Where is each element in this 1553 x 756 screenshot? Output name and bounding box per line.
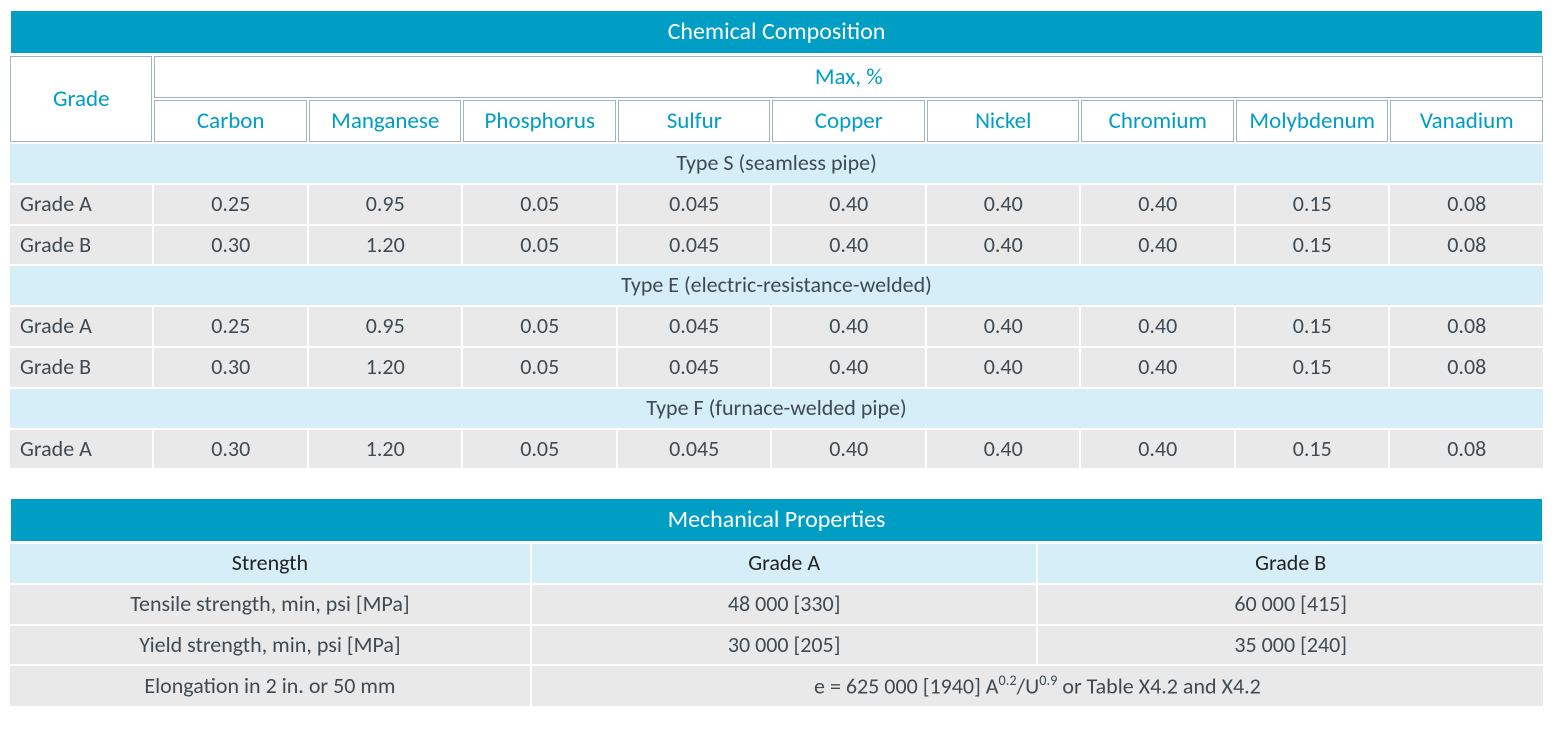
col-manganese: Manganese xyxy=(309,100,462,142)
section-type-s: Type S (seamless pipe) xyxy=(10,144,1543,183)
section-type-f: Type F (furnace-welded pipe) xyxy=(10,389,1543,428)
cell: 0.045 xyxy=(618,307,771,346)
cell: 0.08 xyxy=(1390,348,1543,387)
cell: 0.95 xyxy=(309,185,462,224)
cell: 0.05 xyxy=(463,348,616,387)
col-carbon: Carbon xyxy=(154,100,307,142)
cell: 0.30 xyxy=(154,430,307,469)
table-row: Grade B 0.30 1.20 0.05 0.045 0.40 0.40 0… xyxy=(10,226,1543,265)
cell: 0.40 xyxy=(772,430,925,469)
col-chromium: Chromium xyxy=(1081,100,1234,142)
cell: 0.40 xyxy=(927,185,1080,224)
chem-title: Chemical Composition xyxy=(10,10,1543,54)
cell: 0.40 xyxy=(1081,307,1234,346)
col-molybdenum: Molybdenum xyxy=(1236,100,1389,142)
grade-cell: Grade A xyxy=(10,185,152,224)
cell: 0.05 xyxy=(463,185,616,224)
mech-header-row: Strength Grade A Grade B xyxy=(10,544,1543,583)
mech-col-grade-b: Grade B xyxy=(1038,544,1543,583)
cell: 1.20 xyxy=(309,226,462,265)
cell: 0.40 xyxy=(927,348,1080,387)
col-copper: Copper xyxy=(772,100,925,142)
mech-label: Yield strength, min, psi [MPa] xyxy=(10,626,530,665)
cell: 0.40 xyxy=(772,348,925,387)
table-row: Tensile strength, min, psi [MPa] 48 000 … xyxy=(10,585,1543,624)
cell: 0.95 xyxy=(309,307,462,346)
mech-val-a: 48 000 [330] xyxy=(532,585,1037,624)
section-title: Type F (furnace-welded pipe) xyxy=(10,389,1543,428)
grade-cell: Grade A xyxy=(10,307,152,346)
cell: 0.08 xyxy=(1390,226,1543,265)
cell: 0.25 xyxy=(154,185,307,224)
cell: 0.15 xyxy=(1236,185,1389,224)
cell: 0.045 xyxy=(618,430,771,469)
col-sulfur: Sulfur xyxy=(618,100,771,142)
cell: 0.25 xyxy=(154,307,307,346)
section-title: Type E (electric-resistance-welded) xyxy=(10,266,1543,305)
section-title: Type S (seamless pipe) xyxy=(10,144,1543,183)
chem-header-row-2: Carbon Manganese Phosphorus Sulfur Coppe… xyxy=(10,100,1543,142)
cell: 0.40 xyxy=(927,226,1080,265)
grade-header: Grade xyxy=(10,56,152,142)
mech-col-grade-a: Grade A xyxy=(532,544,1037,583)
cell: 0.40 xyxy=(1081,348,1234,387)
cell: 0.05 xyxy=(463,307,616,346)
table-row: Grade B 0.30 1.20 0.05 0.045 0.40 0.40 0… xyxy=(10,348,1543,387)
cell: 0.40 xyxy=(1081,226,1234,265)
table-row: Yield strength, min, psi [MPa] 30 000 [2… xyxy=(10,626,1543,665)
mech-elong-label: Elongation in 2 in. or 50 mm xyxy=(10,666,530,706)
col-vanadium: Vanadium xyxy=(1390,100,1543,142)
cell: 0.15 xyxy=(1236,226,1389,265)
cell: 1.20 xyxy=(309,430,462,469)
chem-title-row: Chemical Composition xyxy=(10,10,1543,54)
grade-cell: Grade B xyxy=(10,348,152,387)
cell: 0.045 xyxy=(618,226,771,265)
cell: 0.15 xyxy=(1236,307,1389,346)
cell: 0.05 xyxy=(463,226,616,265)
mech-val-b: 60 000 [415] xyxy=(1038,585,1543,624)
max-header: Max, % xyxy=(154,56,1543,98)
cell: 0.40 xyxy=(772,226,925,265)
table-row: Grade A 0.30 1.20 0.05 0.045 0.40 0.40 0… xyxy=(10,430,1543,469)
mech-elong-formula: e = 625 000 [1940] A0.2/U0.9 or Table X4… xyxy=(532,666,1543,706)
table-row: Grade A 0.25 0.95 0.05 0.045 0.40 0.40 0… xyxy=(10,307,1543,346)
table-row: Grade A 0.25 0.95 0.05 0.045 0.40 0.40 0… xyxy=(10,185,1543,224)
mech-label: Tensile strength, min, psi [MPa] xyxy=(10,585,530,624)
cell: 1.20 xyxy=(309,348,462,387)
cell: 0.08 xyxy=(1390,307,1543,346)
cell: 0.40 xyxy=(772,185,925,224)
mech-val-b: 35 000 [240] xyxy=(1038,626,1543,665)
col-phosphorus: Phosphorus xyxy=(463,100,616,142)
cell: 0.40 xyxy=(1081,430,1234,469)
cell: 0.045 xyxy=(618,348,771,387)
grade-cell: Grade B xyxy=(10,226,152,265)
cell: 0.30 xyxy=(154,226,307,265)
cell: 0.08 xyxy=(1390,185,1543,224)
cell: 0.08 xyxy=(1390,430,1543,469)
cell: 0.40 xyxy=(927,430,1080,469)
chem-header-row-1: Grade Max, % xyxy=(10,56,1543,98)
cell: 0.30 xyxy=(154,348,307,387)
section-type-e: Type E (electric-resistance-welded) xyxy=(10,266,1543,305)
col-nickel: Nickel xyxy=(927,100,1080,142)
mech-title-row: Mechanical Properties xyxy=(10,498,1543,542)
chemical-composition-table: Chemical Composition Grade Max, % Carbon… xyxy=(8,8,1545,470)
mechanical-properties-table: Mechanical Properties Strength Grade A G… xyxy=(8,496,1545,708)
cell: 0.15 xyxy=(1236,430,1389,469)
table-row: Elongation in 2 in. or 50 mm e = 625 000… xyxy=(10,666,1543,706)
cell: 0.40 xyxy=(1081,185,1234,224)
cell: 0.05 xyxy=(463,430,616,469)
cell: 0.15 xyxy=(1236,348,1389,387)
mech-col-strength: Strength xyxy=(10,544,530,583)
cell: 0.40 xyxy=(772,307,925,346)
cell: 0.045 xyxy=(618,185,771,224)
mech-title: Mechanical Properties xyxy=(10,498,1543,542)
grade-cell: Grade A xyxy=(10,430,152,469)
table-spacer xyxy=(8,470,1545,496)
cell: 0.40 xyxy=(927,307,1080,346)
mech-val-a: 30 000 [205] xyxy=(532,626,1037,665)
